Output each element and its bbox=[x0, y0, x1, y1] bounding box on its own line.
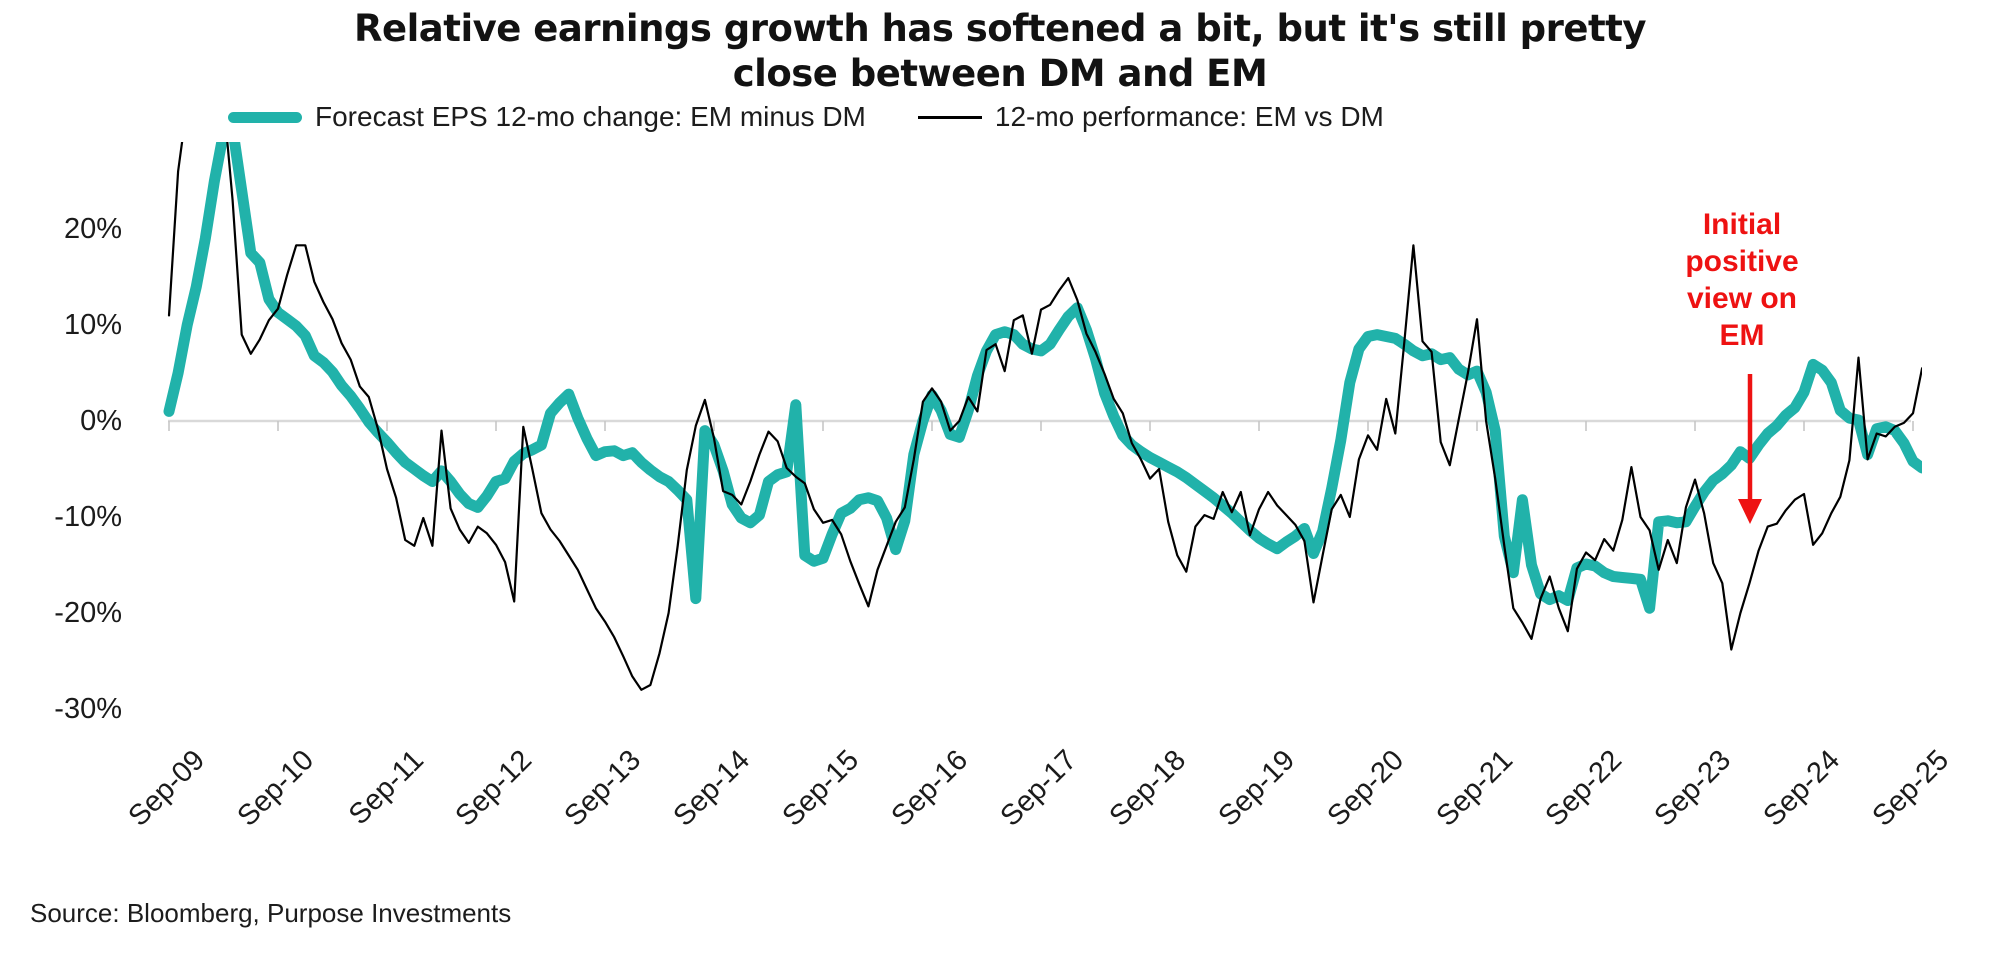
black-line-swatch-icon bbox=[917, 115, 982, 119]
legend-label-performance: 12-mo performance: EM vs DM bbox=[994, 101, 1384, 132]
y-tick-label: -20% bbox=[54, 597, 122, 629]
series-line bbox=[167, 142, 1922, 691]
legend-item-performance: 12-mo performance: EM vs DM bbox=[917, 101, 1384, 133]
annotation-line2: positive bbox=[1685, 245, 1799, 278]
legend-item-forecast-eps: Forecast EPS 12-mo change: EM minus DM bbox=[228, 101, 866, 133]
annotation-line4: EM bbox=[1719, 319, 1765, 352]
annotation-line1: Initial bbox=[1702, 208, 1782, 241]
legend: Forecast EPS 12-mo change: EM minus DM 1… bbox=[228, 101, 1384, 133]
y-tick-label: 20% bbox=[63, 213, 122, 245]
annotation-arrowhead-icon bbox=[1738, 499, 1762, 524]
y-tick-label: -10% bbox=[54, 501, 122, 533]
chart-title-line1: Relative earnings growth has softened a … bbox=[354, 7, 1646, 50]
annotation-line3: view on bbox=[1686, 282, 1798, 315]
chart-title: Relative earnings growth has softened a … bbox=[0, 6, 2000, 96]
y-tick-label: -30% bbox=[54, 693, 122, 725]
annotation-initial-positive-view: Initial positive view on EM bbox=[1628, 206, 1856, 354]
legend-label-forecast-eps: Forecast EPS 12-mo change: EM minus DM bbox=[315, 101, 866, 132]
series-line bbox=[163, 142, 1922, 614]
y-tick-label: 0% bbox=[80, 405, 122, 437]
teal-line-swatch-icon bbox=[228, 111, 302, 123]
y-tick-label: 10% bbox=[63, 309, 122, 341]
source-note: Source: Bloomberg, Purpose Investments bbox=[30, 898, 512, 928]
chart-title-line2: close between DM and EM bbox=[732, 52, 1268, 95]
